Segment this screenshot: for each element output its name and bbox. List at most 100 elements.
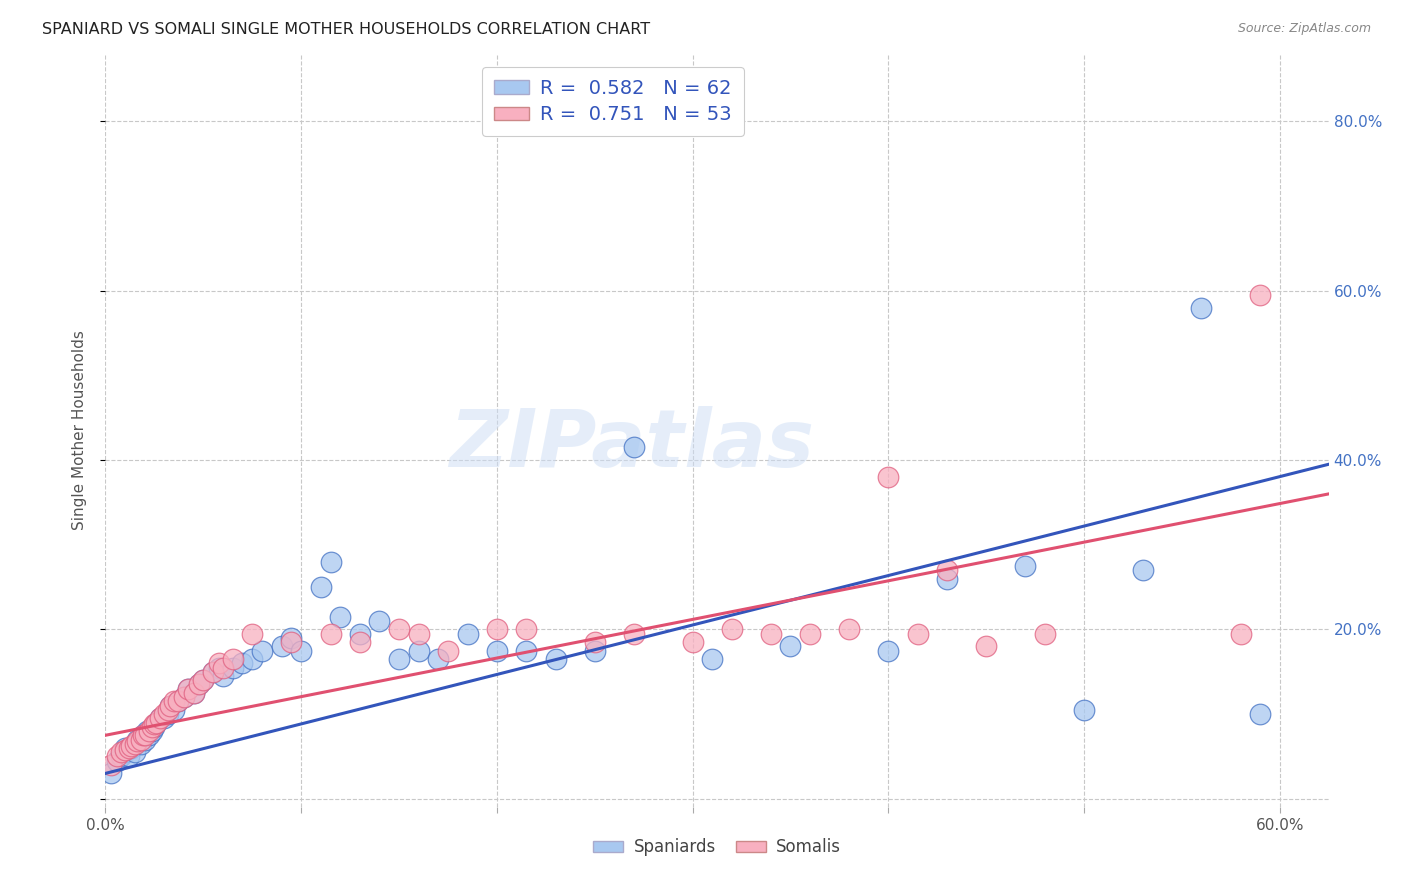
Point bbox=[231, 657, 253, 671]
Point bbox=[159, 698, 181, 713]
Point bbox=[221, 652, 243, 666]
Point bbox=[388, 652, 411, 666]
Point bbox=[124, 737, 146, 751]
Point bbox=[1014, 558, 1036, 573]
Point bbox=[1249, 707, 1271, 722]
Point bbox=[193, 673, 215, 688]
Point bbox=[212, 660, 235, 674]
Point bbox=[141, 720, 163, 734]
Point bbox=[779, 640, 801, 654]
Point bbox=[720, 623, 742, 637]
Point bbox=[877, 470, 900, 484]
Point bbox=[437, 643, 460, 657]
Point bbox=[167, 694, 190, 708]
Point bbox=[125, 732, 148, 747]
Point bbox=[188, 677, 211, 691]
Point bbox=[157, 707, 180, 722]
Point bbox=[114, 745, 136, 759]
Point bbox=[159, 698, 181, 713]
Point bbox=[124, 745, 146, 759]
Point bbox=[141, 724, 163, 739]
Point bbox=[134, 732, 156, 747]
Point bbox=[485, 623, 508, 637]
Point bbox=[153, 707, 176, 722]
Point bbox=[163, 694, 186, 708]
Point bbox=[221, 660, 243, 674]
Point bbox=[193, 673, 215, 688]
Point bbox=[134, 728, 156, 742]
Point bbox=[114, 741, 136, 756]
Point bbox=[240, 626, 263, 640]
Point bbox=[202, 665, 225, 679]
Point bbox=[183, 686, 205, 700]
Point bbox=[329, 609, 352, 624]
Y-axis label: Single Mother Households: Single Mother Households bbox=[72, 330, 87, 531]
Point bbox=[120, 741, 142, 756]
Point bbox=[114, 742, 136, 756]
Point bbox=[1073, 703, 1095, 717]
Point bbox=[149, 711, 172, 725]
Point bbox=[623, 440, 645, 454]
Point bbox=[145, 715, 167, 730]
Point bbox=[457, 626, 479, 640]
Point bbox=[183, 686, 205, 700]
Point bbox=[877, 643, 900, 657]
Point bbox=[623, 626, 645, 640]
Point bbox=[349, 635, 371, 649]
Point bbox=[176, 681, 198, 696]
Point bbox=[515, 623, 537, 637]
Point bbox=[100, 766, 122, 780]
Point bbox=[176, 681, 198, 696]
Point bbox=[1191, 301, 1213, 315]
Point bbox=[1132, 563, 1154, 577]
Point bbox=[188, 677, 211, 691]
Point bbox=[368, 614, 391, 628]
Point bbox=[270, 640, 292, 654]
Point bbox=[110, 745, 132, 759]
Point bbox=[240, 652, 263, 666]
Point bbox=[682, 635, 704, 649]
Point bbox=[408, 643, 430, 657]
Point bbox=[290, 643, 312, 657]
Point bbox=[105, 749, 128, 764]
Point bbox=[163, 703, 186, 717]
Point bbox=[153, 711, 176, 725]
Point bbox=[129, 737, 152, 751]
Point bbox=[907, 626, 929, 640]
Point bbox=[143, 717, 166, 731]
Point bbox=[838, 623, 860, 637]
Point bbox=[131, 728, 153, 742]
Point bbox=[125, 734, 148, 748]
Point bbox=[349, 626, 371, 640]
Point bbox=[309, 580, 332, 594]
Point bbox=[1033, 626, 1056, 640]
Point bbox=[120, 739, 142, 754]
Legend: Spaniards, Somalis: Spaniards, Somalis bbox=[586, 831, 848, 863]
Point bbox=[702, 652, 724, 666]
Text: Source: ZipAtlas.com: Source: ZipAtlas.com bbox=[1237, 22, 1371, 36]
Point bbox=[408, 626, 430, 640]
Point bbox=[250, 643, 273, 657]
Point bbox=[118, 741, 141, 756]
Point bbox=[118, 749, 141, 764]
Point bbox=[319, 555, 342, 569]
Text: SPANIARD VS SOMALI SINGLE MOTHER HOUSEHOLDS CORRELATION CHART: SPANIARD VS SOMALI SINGLE MOTHER HOUSEHO… bbox=[42, 22, 651, 37]
Point bbox=[485, 643, 508, 657]
Point bbox=[100, 758, 122, 772]
Point bbox=[280, 635, 302, 649]
Point bbox=[167, 694, 190, 708]
Point bbox=[173, 690, 195, 705]
Point bbox=[388, 623, 411, 637]
Point bbox=[157, 703, 180, 717]
Point bbox=[145, 715, 167, 730]
Point bbox=[208, 660, 231, 674]
Point bbox=[110, 749, 132, 764]
Point bbox=[1229, 626, 1251, 640]
Point bbox=[143, 720, 166, 734]
Point bbox=[583, 635, 606, 649]
Point bbox=[799, 626, 821, 640]
Point bbox=[212, 669, 235, 683]
Point bbox=[936, 572, 959, 586]
Point bbox=[138, 724, 160, 739]
Text: ZIPatlas: ZIPatlas bbox=[449, 407, 814, 484]
